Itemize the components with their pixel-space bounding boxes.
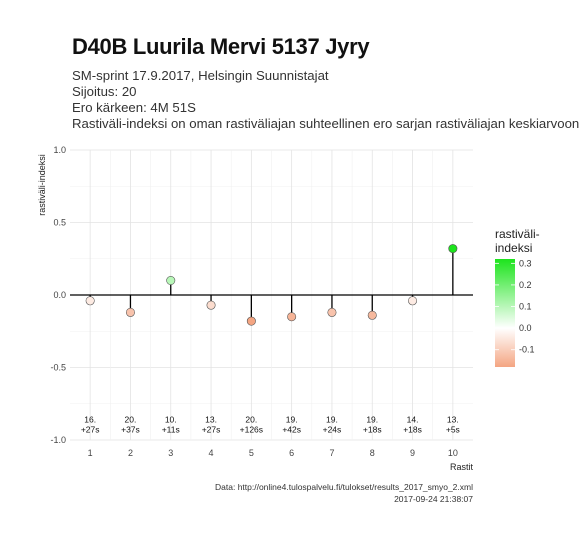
- y-tick-label: -0.5: [50, 363, 66, 373]
- annotation-rank: 13.: [205, 415, 217, 425]
- x-tick-label: 3: [168, 448, 173, 458]
- annotation-rank: 19.: [286, 415, 298, 425]
- color-legend: rastiväli- indeksi 0.3 0.2 0.1 0.0 -0.1: [495, 227, 540, 367]
- data-marks: [70, 244, 473, 326]
- data-source-caption: Data: http://online4.tulospalvelu.fi/tul…: [215, 482, 473, 492]
- legend-label: 0.2: [519, 280, 532, 290]
- x-tick-label: 4: [209, 448, 214, 458]
- x-tick-label: 1: [88, 448, 93, 458]
- annotation-rank: 14.: [407, 415, 419, 425]
- lollipop-point: [166, 275, 176, 285]
- annotation-diff: +11s: [162, 425, 180, 435]
- chart-title: D40B Luurila Mervi 5137 Jyry: [72, 34, 370, 59]
- y-tick-label: 0.0: [53, 290, 66, 300]
- lollipop-point: [287, 312, 297, 322]
- subtitle-gap-to-leader: Ero kärkeen: 4M 51S: [72, 100, 196, 115]
- legend-label: 0.3: [519, 258, 532, 268]
- annotation-rank: 10.: [165, 415, 177, 425]
- control-annotations: 16.+27s20.+37s10.+11s13.+27s20.+126s19.+…: [81, 415, 460, 435]
- annotation-diff: +18s: [403, 425, 422, 435]
- x-axis-title: Rastit: [450, 462, 474, 472]
- annotation-diff: +37s: [121, 425, 140, 435]
- lollipop-point: [448, 244, 458, 254]
- legend-label: 0.0: [519, 323, 532, 333]
- subtitle-index-description: Rastiväli-indeksi on oman rastiväliajan …: [72, 116, 580, 131]
- legend-label: -0.1: [519, 345, 535, 355]
- x-tick-label: 8: [370, 448, 375, 458]
- lollipop-point: [327, 307, 337, 317]
- lollipop-point: [206, 300, 216, 310]
- y-tick-label: 0.5: [53, 218, 66, 228]
- timestamp-caption: 2017-09-24 21:38:07: [394, 494, 473, 504]
- legend-title-line-1: rastiväli-: [495, 227, 540, 241]
- annotation-diff: +5s: [446, 425, 460, 435]
- lollipop-point: [85, 296, 95, 306]
- x-tick-labels: 1 2 3 4 5 6 7 8 9 10: [88, 448, 458, 458]
- legend-color-bar: [495, 259, 515, 367]
- legend-title-line-2: indeksi: [495, 241, 532, 255]
- subtitle-competition: SM-sprint 17.9.2017, Helsingin Suunnista…: [72, 68, 329, 83]
- annotation-rank: 13.: [447, 415, 459, 425]
- x-tick-label: 9: [410, 448, 415, 458]
- legend-label: 0.1: [519, 302, 532, 312]
- annotation-diff: +27s: [202, 425, 221, 435]
- legend-labels: 0.3 0.2 0.1 0.0 -0.1: [495, 258, 535, 355]
- annotation-rank: 19.: [326, 415, 338, 425]
- y-axis-title: rastiväli-indeksi: [37, 154, 47, 216]
- lollipop-point: [246, 316, 256, 326]
- annotation-diff: +27s: [81, 425, 100, 435]
- subtitle-placement: Sijoitus: 20: [72, 84, 137, 99]
- annotation-rank: 20.: [245, 415, 257, 425]
- x-tick-label: 2: [128, 448, 133, 458]
- annotation-diff: +24s: [323, 425, 342, 435]
- y-tick-label: -1.0: [50, 435, 66, 445]
- y-tick-labels: 1.0 0.5 0.0 -0.5 -1.0: [50, 145, 66, 445]
- annotation-diff: +18s: [363, 425, 382, 435]
- annotation-rank: 16.: [84, 415, 96, 425]
- annotation-rank: 20.: [125, 415, 137, 425]
- x-tick-label: 7: [329, 448, 334, 458]
- lollipop-point: [408, 296, 418, 306]
- lollipop-point: [125, 307, 135, 317]
- x-tick-label: 6: [289, 448, 294, 458]
- y-tick-label: 1.0: [53, 145, 66, 155]
- annotation-diff: +126s: [240, 425, 263, 435]
- x-tick-label: 5: [249, 448, 254, 458]
- lollipop-point: [367, 310, 377, 320]
- annotation-rank: 19.: [366, 415, 378, 425]
- annotation-diff: +42s: [282, 425, 301, 435]
- x-tick-label: 10: [448, 448, 458, 458]
